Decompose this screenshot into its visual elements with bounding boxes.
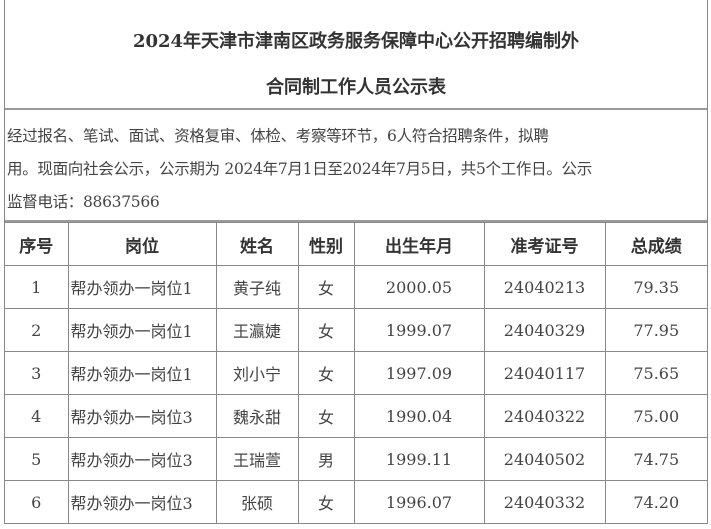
cell-position: 帮办领办一岗位1 bbox=[67, 308, 217, 352]
cell-gender: 女 bbox=[297, 351, 355, 395]
cell-name: 王瀛婕 bbox=[215, 308, 299, 352]
cell-name: 王瑞萱 bbox=[215, 437, 299, 481]
header-index: 序号 bbox=[5, 222, 69, 266]
announcement-document: 2024年天津市津南区政务服务保障中心公开招聘编制外 合同制工作人员公示表 经过… bbox=[4, 0, 708, 524]
notice-line-1: 经过报名、笔试、面试、资格复审、体检、考察等环节，6人符合招聘条件，拟聘 bbox=[7, 127, 549, 145]
cell-index: 6 bbox=[5, 480, 69, 524]
title-line-2: 合同制工作人员公示表 bbox=[266, 77, 446, 98]
table-row: 3 帮办领办一岗位1 刘小宁女 1997.09 24040117 75.65 bbox=[5, 351, 707, 395]
cell-score: 75.65 bbox=[604, 351, 707, 395]
cell-birth: 1997.09 bbox=[353, 351, 485, 395]
cell-gender: 女 bbox=[297, 265, 355, 309]
cell-birth: 1999.07 bbox=[353, 308, 485, 352]
cell-name: 刘小宁 bbox=[215, 351, 299, 395]
cell-name: 张硕 bbox=[215, 480, 299, 524]
table-row: 5 帮办领办一岗位3 王瑞萱男 1999.11 24040502 74.75 bbox=[5, 437, 707, 481]
cell-index: 3 bbox=[5, 351, 69, 395]
cell-score: 77.95 bbox=[604, 308, 707, 352]
cell-exam-id: 24040117 bbox=[483, 351, 606, 395]
header-score: 总成绩 bbox=[604, 222, 707, 266]
cell-gender: 女 bbox=[297, 308, 355, 352]
cell-score: 74.75 bbox=[604, 437, 707, 481]
cell-score: 75.00 bbox=[604, 394, 707, 438]
cell-index: 4 bbox=[5, 394, 69, 438]
header-birth: 出生年月 bbox=[353, 222, 485, 266]
cell-exam-id: 24040322 bbox=[483, 394, 606, 438]
cell-exam-id: 24040213 bbox=[483, 265, 606, 309]
cell-index: 1 bbox=[5, 265, 69, 309]
cell-index: 5 bbox=[5, 437, 69, 481]
cell-index: 2 bbox=[5, 308, 69, 352]
header-exam-id: 准考证号 bbox=[483, 222, 606, 266]
cell-position: 帮办领办一岗位3 bbox=[67, 480, 217, 524]
cell-gender: 男 bbox=[297, 437, 355, 481]
header-name: 姓名 bbox=[215, 222, 299, 266]
title-line-1: 2024年天津市津南区政务服务保障中心公开招聘编制外 bbox=[132, 31, 580, 52]
candidates-table: 序号 岗位 姓名 性别 出生年月 准考证号 总成绩 1 帮办领办一岗位1 黄子纯女 2… bbox=[5, 222, 707, 524]
cell-score: 79.35 bbox=[604, 265, 707, 309]
cell-gender: 女 bbox=[297, 480, 355, 524]
notice-line-3: 监督电话：88637566 bbox=[7, 193, 160, 211]
header-position: 岗位 bbox=[67, 222, 217, 266]
table-row: 2 帮办领办一岗位1 王瀛婕女 1999.07 24040329 77.95 bbox=[5, 308, 707, 352]
cell-birth: 1999.11 bbox=[353, 437, 485, 481]
cell-name: 魏永甜 bbox=[215, 394, 299, 438]
table-row: 4 帮办领办一岗位3 魏永甜女 1990.04 24040322 75.00 bbox=[5, 394, 707, 438]
header-gender: 性别 bbox=[297, 222, 355, 266]
cell-name: 黄子纯 bbox=[215, 265, 299, 309]
cell-birth: 1990.04 bbox=[353, 394, 485, 438]
cell-score: 74.20 bbox=[604, 480, 707, 524]
cell-position: 帮办领办一岗位1 bbox=[67, 351, 217, 395]
cell-exam-id: 24040332 bbox=[483, 480, 606, 524]
cell-exam-id: 24040502 bbox=[483, 437, 606, 481]
cell-gender: 女 bbox=[297, 394, 355, 438]
cell-birth: 2000.05 bbox=[353, 265, 485, 309]
table-header-row: 序号 岗位 姓名 性别 出生年月 准考证号 总成绩 bbox=[5, 222, 707, 266]
table-row: 6 帮办领办一岗位3 张硕女 1996.07 24040332 74.20 bbox=[5, 480, 707, 524]
cell-position: 帮办领办一岗位3 bbox=[67, 394, 217, 438]
notice-text: 经过报名、笔试、面试、资格复审、体检、考察等环节，6人符合招聘条件，拟聘 用。现… bbox=[5, 110, 707, 222]
table-row: 1 帮办领办一岗位1 黄子纯女 2000.05 24040213 79.35 bbox=[5, 265, 707, 309]
cell-birth: 1996.07 bbox=[353, 480, 485, 524]
document-title: 2024年天津市津南区政务服务保障中心公开招聘编制外 合同制工作人员公示表 bbox=[5, 0, 707, 110]
notice-line-2: 用。现面向社会公示，公示期为 2024年7月1日至2024年7月5日，共5个工作… bbox=[7, 160, 592, 178]
cell-exam-id: 24040329 bbox=[483, 308, 606, 352]
cell-position: 帮办领办一岗位3 bbox=[67, 437, 217, 481]
cell-position: 帮办领办一岗位1 bbox=[67, 265, 217, 309]
